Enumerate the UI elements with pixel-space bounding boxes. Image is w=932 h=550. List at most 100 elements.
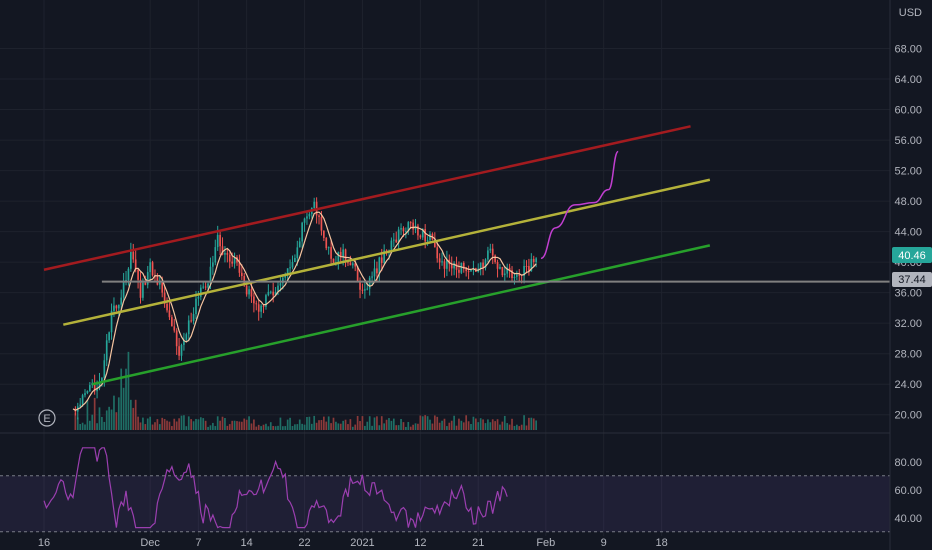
volume-bar xyxy=(180,415,183,430)
volume-bar xyxy=(337,423,340,430)
x-tick-label: Dec xyxy=(140,537,160,549)
volume-bar xyxy=(407,421,410,430)
candle-body xyxy=(499,267,501,269)
volume-bar xyxy=(532,418,535,430)
candle-body xyxy=(467,271,470,273)
volume-bar xyxy=(178,418,180,430)
volume-bar xyxy=(458,418,460,430)
volume-bar xyxy=(166,420,168,430)
volume-bar xyxy=(117,397,120,430)
volume-bar xyxy=(409,426,412,430)
volume-bar xyxy=(310,423,313,430)
volume-bar xyxy=(231,420,234,430)
volume-bar xyxy=(113,395,115,430)
volume-bar xyxy=(472,416,475,430)
candle-body xyxy=(356,266,359,282)
channel-bottom-line[interactable] xyxy=(91,244,711,386)
candle-body xyxy=(296,247,299,258)
volume-bar xyxy=(212,422,214,430)
volume-bar xyxy=(342,420,344,430)
volume-bar xyxy=(96,423,98,430)
candle-body xyxy=(98,381,101,389)
volume-bar xyxy=(453,415,455,430)
candle-body xyxy=(190,320,193,322)
event-marker[interactable]: E xyxy=(38,409,56,427)
volume-bar xyxy=(175,421,178,430)
volume-bar xyxy=(491,419,494,430)
channel-mid-line[interactable] xyxy=(63,178,711,326)
volume-bar xyxy=(209,425,212,430)
volume-bar xyxy=(183,415,185,430)
volume-bar xyxy=(344,419,347,430)
candle-body xyxy=(530,258,533,272)
candle-body xyxy=(320,217,323,231)
candle-body xyxy=(405,231,407,233)
candle-body xyxy=(484,259,487,268)
candle-body xyxy=(308,214,311,217)
volume-bar xyxy=(195,418,197,430)
volume-bar xyxy=(84,424,86,430)
candle-body xyxy=(199,287,202,297)
volume-bar xyxy=(371,425,373,430)
volume-bar xyxy=(467,421,470,430)
volume-bar xyxy=(88,420,91,430)
rsi-band xyxy=(0,475,890,532)
volume-bar xyxy=(154,422,156,430)
candle-body xyxy=(303,218,306,223)
volume-bar xyxy=(530,417,533,430)
candle-body xyxy=(146,272,149,285)
candle-body xyxy=(151,262,154,276)
y-tick-label: 32.00 xyxy=(894,318,922,330)
candle-body xyxy=(436,247,439,259)
volume-bar xyxy=(236,421,238,430)
volume-bar xyxy=(332,417,335,430)
candle-body xyxy=(378,257,381,274)
candle-body xyxy=(458,269,460,273)
volume-bar xyxy=(286,419,289,430)
candle-body xyxy=(267,291,270,296)
volume-bar xyxy=(354,424,357,430)
volume-bar xyxy=(482,419,484,430)
candle-body xyxy=(380,257,383,263)
volume-bar xyxy=(76,417,79,430)
volume-bar xyxy=(523,415,525,430)
candle-body xyxy=(240,272,243,277)
volume-bar xyxy=(149,416,151,430)
volume-bar xyxy=(339,423,342,430)
x-tick-label: 21 xyxy=(472,537,484,549)
candle-body xyxy=(446,259,448,269)
channel-top-line[interactable] xyxy=(43,125,691,271)
volume-bar xyxy=(330,423,332,430)
volume-bar xyxy=(412,424,414,430)
candle-body xyxy=(101,377,103,382)
candle-body xyxy=(202,286,205,288)
volume-bar xyxy=(197,419,200,430)
candle-body xyxy=(366,288,369,290)
y-tick-label: 24.00 xyxy=(894,379,922,391)
volume-bar xyxy=(277,425,279,430)
candle-body xyxy=(354,263,357,267)
volume-bar xyxy=(240,421,243,430)
volume-bar xyxy=(245,419,248,430)
volume-bar xyxy=(79,424,82,430)
volume-bar xyxy=(272,425,275,430)
candle-body xyxy=(187,320,190,335)
candle-body xyxy=(117,304,120,309)
volume-bar xyxy=(361,416,364,430)
x-tick-label: 18 xyxy=(655,537,667,549)
candle-body xyxy=(419,235,422,238)
channel-lines[interactable] xyxy=(43,125,711,386)
volume-bar xyxy=(226,425,229,430)
candle-body xyxy=(228,254,231,262)
volume-bar xyxy=(248,416,250,430)
support-price-badge: 37.44 xyxy=(892,272,932,287)
volume-bar xyxy=(137,416,139,430)
candle-body xyxy=(86,390,89,394)
volume-bar xyxy=(446,426,448,430)
candle-body xyxy=(424,229,427,242)
projection-curve[interactable] xyxy=(540,150,619,260)
volume-bar xyxy=(207,426,209,430)
volume-bar xyxy=(518,426,521,430)
